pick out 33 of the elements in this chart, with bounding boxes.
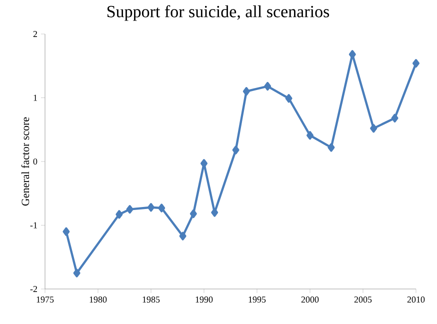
chart-title: Support for suicide, all scenarios	[107, 5, 330, 21]
x-tick-label: 1995	[248, 296, 266, 303]
point	[126, 205, 134, 214]
point	[190, 209, 197, 218]
x-tick-label: 2005	[354, 296, 372, 303]
point	[179, 232, 186, 240]
y-tick-label: 1	[34, 94, 37, 101]
x-tick-label: 1990	[196, 296, 213, 303]
y-tick-label: -2	[30, 286, 37, 292]
x-tick-label: 1980	[90, 296, 107, 303]
point	[391, 114, 398, 122]
x-tick-label: 2000	[301, 296, 319, 303]
point	[116, 210, 123, 219]
point	[211, 208, 218, 217]
x-tick-label: 1975	[36, 296, 54, 303]
y-tick-label: 0	[33, 158, 38, 165]
point	[306, 131, 314, 140]
point	[242, 87, 250, 96]
x-tick-label: 1985	[142, 296, 160, 303]
y-tick-label: 2	[33, 31, 37, 37]
point	[370, 124, 378, 133]
y-axis-title: General factor score	[21, 117, 30, 206]
x-tick-label: 2010	[407, 296, 425, 303]
point	[232, 146, 240, 154]
point	[328, 143, 335, 152]
point	[412, 59, 420, 68]
y-tick-label: -1	[30, 222, 37, 228]
point	[148, 203, 155, 212]
point	[62, 227, 70, 236]
point	[158, 204, 166, 212]
point	[73, 268, 80, 278]
point	[264, 82, 272, 91]
point	[285, 94, 292, 103]
